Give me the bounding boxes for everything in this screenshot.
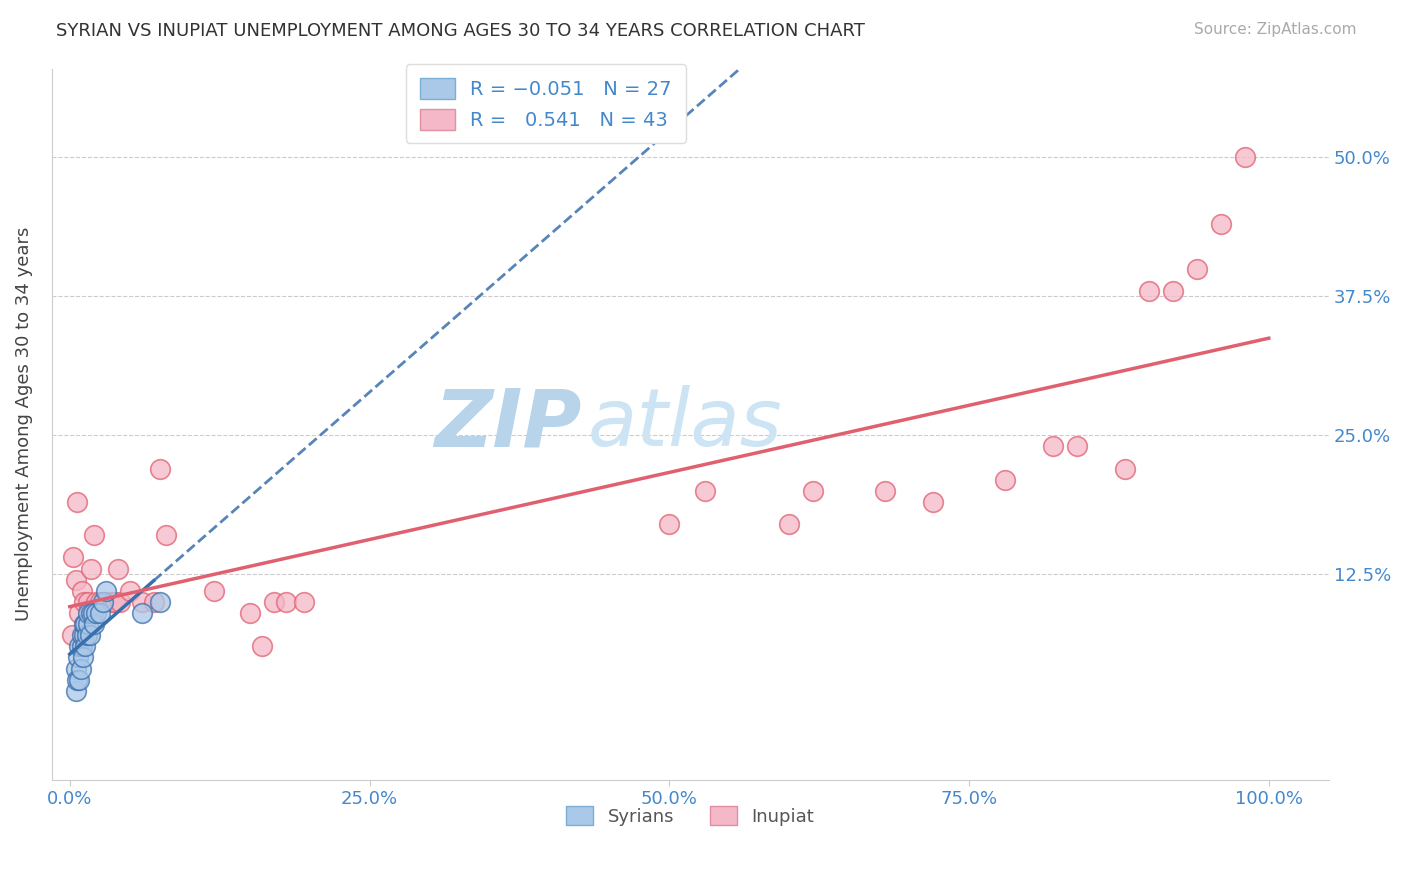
Point <box>202 583 225 598</box>
Point <box>149 595 172 609</box>
Point <box>142 595 165 609</box>
Point <box>75 617 97 632</box>
Point <box>83 528 105 542</box>
Text: ZIP: ZIP <box>434 385 582 463</box>
Point <box>73 595 96 609</box>
Point <box>65 661 87 675</box>
Point <box>69 661 91 675</box>
Point <box>1042 439 1064 453</box>
Point <box>131 606 153 620</box>
Point <box>80 606 103 620</box>
Point <box>131 595 153 609</box>
Point <box>994 473 1017 487</box>
Point <box>1161 284 1184 298</box>
Point <box>84 606 107 620</box>
Point <box>250 640 273 654</box>
Point <box>62 550 84 565</box>
Point <box>274 595 297 609</box>
Point <box>66 673 89 687</box>
Point <box>76 595 98 609</box>
Point <box>84 595 107 609</box>
Point <box>94 595 117 609</box>
Point <box>107 561 129 575</box>
Point <box>263 595 285 609</box>
Point <box>922 495 945 509</box>
Point <box>1066 439 1088 453</box>
Point <box>76 606 98 620</box>
Point <box>75 640 97 654</box>
Point <box>89 595 111 609</box>
Point <box>83 617 105 632</box>
Point <box>239 606 262 620</box>
Point <box>60 628 83 642</box>
Point <box>73 628 96 642</box>
Point <box>1114 461 1136 475</box>
Point <box>1209 217 1232 231</box>
Point <box>118 583 141 598</box>
Point <box>70 583 93 598</box>
Point <box>695 483 717 498</box>
Point <box>875 483 897 498</box>
Point <box>801 483 824 498</box>
Point <box>67 650 90 665</box>
Text: Source: ZipAtlas.com: Source: ZipAtlas.com <box>1194 22 1357 37</box>
Point <box>80 561 103 575</box>
Point <box>292 595 315 609</box>
Point <box>149 461 172 475</box>
Point <box>82 606 104 620</box>
Y-axis label: Unemployment Among Ages 30 to 34 years: Unemployment Among Ages 30 to 34 years <box>15 227 32 621</box>
Text: SYRIAN VS INUPIAT UNEMPLOYMENT AMONG AGES 30 TO 34 YEARS CORRELATION CHART: SYRIAN VS INUPIAT UNEMPLOYMENT AMONG AGE… <box>56 22 865 40</box>
Point <box>65 683 87 698</box>
Point <box>1233 150 1256 164</box>
Point <box>76 628 98 642</box>
Point <box>70 628 93 642</box>
Point <box>91 595 114 609</box>
Point <box>67 673 90 687</box>
Point <box>79 628 101 642</box>
Point <box>72 650 94 665</box>
Point <box>76 617 98 632</box>
Point <box>67 640 90 654</box>
Legend: Syrians, Inupiat: Syrians, Inupiat <box>557 797 824 835</box>
Point <box>155 528 177 542</box>
Point <box>104 595 127 609</box>
Point <box>108 595 131 609</box>
Point <box>1137 284 1160 298</box>
Point <box>94 583 117 598</box>
Point <box>778 517 800 532</box>
Point <box>67 606 90 620</box>
Point <box>73 617 96 632</box>
Point <box>658 517 681 532</box>
Text: atlas: atlas <box>588 385 783 463</box>
Point <box>89 606 111 620</box>
Point <box>66 495 89 509</box>
Point <box>1185 261 1208 276</box>
Point <box>100 595 122 609</box>
Point <box>65 573 87 587</box>
Point <box>70 640 93 654</box>
